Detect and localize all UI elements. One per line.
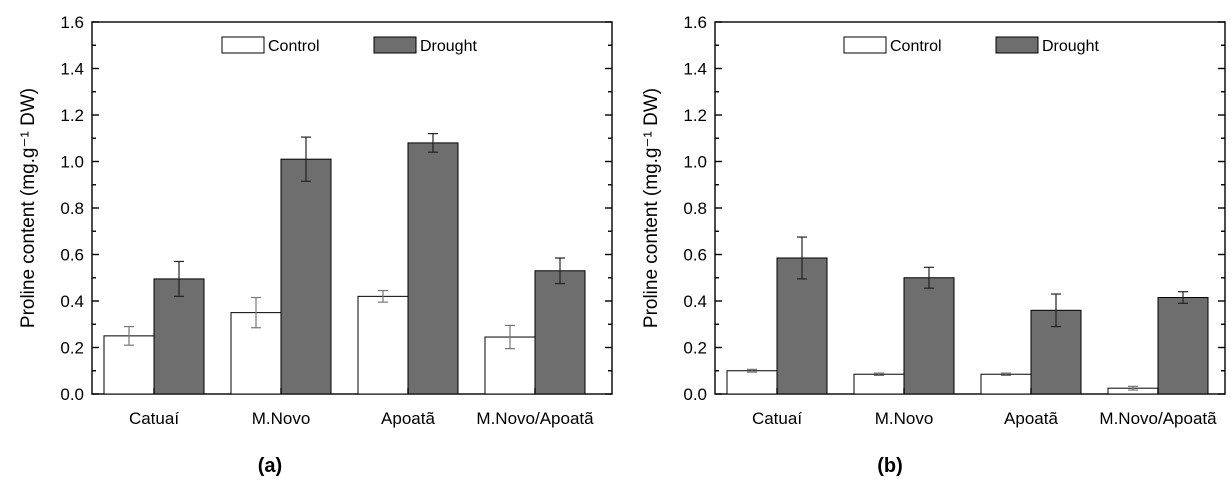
legend-label-drought: Drought: [420, 38, 477, 55]
legend-swatch-control: [221, 36, 265, 54]
y-axis-label: Proline content (mg.g⁻¹ DW): [18, 88, 39, 328]
legend: Control Drought: [221, 36, 477, 55]
y-tick-label: 1.4: [683, 60, 707, 79]
y-tick-label: 1.4: [60, 60, 84, 79]
x-tick-label: Catuaí: [752, 409, 802, 428]
y-tick-label: 0.2: [683, 339, 707, 358]
y-tick-label: 0.4: [60, 292, 84, 311]
y-tick-label: 0.4: [683, 292, 707, 311]
x-tick-label: M.Novo: [875, 409, 934, 428]
x-tick-label: Catuaí: [129, 409, 179, 428]
legend: Control Drought: [843, 36, 1099, 55]
x-tick-label: M.Novo: [252, 409, 311, 428]
y-tick-label: 0.6: [683, 246, 707, 265]
bar-drought-2: [903, 277, 955, 395]
legend-label-drought: Drought: [1042, 38, 1099, 55]
y-axis-label: Proline content (mg.g⁻¹ DW): [641, 88, 662, 328]
chart-panel-2: 0.0 0.2 0.4 0.6 0.8 1.0 1.2 1.4 1.6 Proline conte…: [641, 13, 1226, 477]
bar-drought-3: [407, 142, 459, 395]
y-tick-label: 1.0: [60, 153, 84, 172]
y-tick-label: 1.2: [60, 106, 84, 125]
bar-control-1: [726, 370, 778, 395]
y-tick-label: 1.6: [60, 13, 84, 32]
bar-drought-1: [776, 257, 828, 395]
y-tick-label: 0.2: [60, 339, 84, 358]
chart-panel-1: 0.0 0.2 0.4 0.6 0.8 1.0 1.2 1.4 1.6 Proline conte…: [18, 13, 613, 477]
y-tick-label: 1.0: [683, 153, 707, 172]
legend-swatch-control: [843, 36, 887, 54]
bar-control-3: [357, 295, 409, 395]
legend-swatch-drought: [373, 36, 417, 54]
bar-drought-2: [280, 158, 332, 395]
bar-control-4: [484, 336, 536, 395]
x-tick-label: Apoatã: [381, 409, 435, 428]
y-tick-label: 0.8: [60, 199, 84, 218]
bar-drought-4: [1157, 297, 1209, 395]
y-tick-label: 0.6: [60, 246, 84, 265]
y-tick-label: 1.2: [683, 106, 707, 125]
legend-swatch-drought: [995, 36, 1039, 54]
x-tick-label: Apoatã: [1004, 409, 1058, 428]
bar-drought-4: [534, 270, 586, 395]
bar-control-2: [853, 373, 905, 395]
legend-label-control: Control: [268, 38, 320, 55]
y-tick-label: 1.6: [683, 13, 707, 32]
panel-label: (a): [258, 455, 282, 477]
bar-control-3: [980, 373, 1032, 395]
y-tick-label: 0.8: [683, 199, 707, 218]
y-tick-label: 0.0: [60, 385, 84, 404]
bar-drought-1: [153, 278, 205, 395]
y-tick-label: 0.0: [683, 385, 707, 404]
legend-label-control: Control: [890, 38, 942, 55]
panel-label: (b): [877, 455, 903, 477]
x-tick-label: M.Novo/Apoatã: [476, 409, 594, 428]
x-tick-label: M.Novo/Apoatã: [1099, 409, 1217, 428]
